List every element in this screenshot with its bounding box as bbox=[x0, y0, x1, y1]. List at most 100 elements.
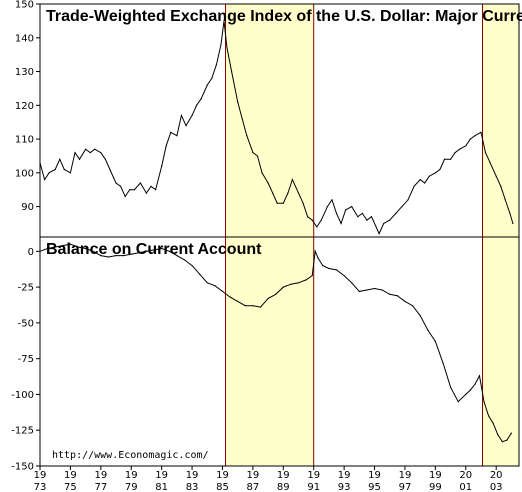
x-tick-label: 20 01 bbox=[459, 470, 472, 492]
dollar-index-line-point bbox=[237, 101, 239, 103]
dollar-index-line-point bbox=[495, 175, 497, 177]
current-account-line-point bbox=[483, 401, 485, 403]
x-tick-label-part: 19 bbox=[277, 470, 290, 481]
dollar-index-line-point bbox=[120, 185, 122, 187]
top-y-tick-label: 110 bbox=[15, 135, 34, 146]
dollar-index-line-point bbox=[407, 199, 409, 201]
current-account-line-point bbox=[314, 250, 316, 252]
dollar-index-line-point bbox=[176, 135, 178, 137]
dollar-index-line-point bbox=[78, 158, 81, 160]
current-account-line-point bbox=[267, 297, 269, 300]
dollar-index-line-point bbox=[267, 182, 269, 184]
dollar-index-line-point bbox=[366, 219, 368, 221]
current-account-line-point bbox=[322, 265, 324, 267]
current-account-line-point bbox=[229, 296, 231, 298]
dollar-index-line-point bbox=[484, 152, 487, 154]
dollar-index-line-point bbox=[504, 199, 506, 201]
current-account-line-point bbox=[176, 255, 178, 257]
dollar-index-line-point bbox=[378, 233, 380, 235]
x-tick-label: 19 87 bbox=[247, 470, 260, 492]
outer-frame bbox=[39, 3, 520, 467]
dollar-index-line-point bbox=[489, 162, 491, 164]
dollar-index-line-point bbox=[191, 114, 193, 116]
x-tick-label-part: 19 bbox=[338, 470, 351, 481]
dollar-index-line-point bbox=[115, 182, 117, 184]
dollar-index-line-point bbox=[200, 98, 202, 100]
dollar-index-line-point bbox=[509, 212, 511, 214]
current-account-line-point bbox=[100, 255, 102, 257]
current-account-line-point bbox=[252, 305, 254, 307]
dollar-index-line-point bbox=[383, 222, 385, 225]
dollar-index-line-point bbox=[272, 192, 274, 194]
current-account-line-point bbox=[492, 422, 494, 424]
x-tick-label-part: 19 bbox=[186, 470, 199, 481]
bottom-y-tick-label: -150 bbox=[11, 462, 34, 473]
current-account-line-point bbox=[237, 300, 239, 302]
current-account-line-point bbox=[305, 279, 307, 281]
x-tick-label: 19 77 bbox=[94, 470, 107, 492]
dollar-index-line-point bbox=[155, 189, 157, 191]
x-tick-label-part: 19 bbox=[368, 470, 381, 481]
top-y-tick-label: 100 bbox=[15, 168, 34, 179]
x-tick-label-part: 95 bbox=[368, 482, 381, 492]
x-tick-label-part: 83 bbox=[186, 482, 199, 492]
x-tick-label-part: 79 bbox=[125, 482, 138, 492]
x-tick-label-part: 19 bbox=[34, 470, 47, 481]
x-tick-label-part: 73 bbox=[34, 482, 47, 492]
source-link[interactable]: http://www.Economagic.com/ bbox=[52, 450, 209, 461]
current-account-line-point bbox=[478, 375, 481, 377]
dollar-index-line-point bbox=[69, 172, 71, 174]
dollar-index-line-point bbox=[512, 222, 514, 225]
dollar-index-line-point bbox=[165, 145, 167, 147]
marker-lines bbox=[225, 4, 484, 466]
dollar-index-line-point bbox=[59, 158, 61, 160]
bottom-y-tick-label: -125 bbox=[11, 426, 34, 437]
x-tick-label: 19 79 bbox=[125, 470, 138, 492]
current-account-line-point bbox=[328, 267, 330, 270]
current-account-line-point bbox=[465, 393, 467, 395]
current-account-line-point bbox=[62, 245, 64, 247]
current-account-line-point bbox=[404, 300, 406, 302]
bottom-y-tick-label: -25 bbox=[18, 283, 34, 294]
x-tick-label-part: 89 bbox=[277, 482, 290, 492]
dollar-index-line-point bbox=[139, 182, 141, 184]
dollar-index-line-point bbox=[375, 226, 377, 228]
current-account-line-point bbox=[501, 441, 503, 443]
current-account-line-point bbox=[427, 329, 429, 331]
x-tick-label-part: 19 bbox=[307, 470, 320, 481]
current-account-line-point bbox=[153, 249, 155, 251]
dollar-index-line-point bbox=[196, 104, 198, 106]
bottom-y-tick-label: -75 bbox=[18, 354, 34, 365]
current-account-line-point bbox=[381, 289, 383, 291]
x-tick-label: 19 89 bbox=[277, 470, 290, 492]
current-account-line-point bbox=[297, 282, 300, 284]
current-account-line-point bbox=[497, 433, 499, 436]
dollar-index-line-point bbox=[261, 172, 263, 174]
current-account-line-point bbox=[107, 256, 109, 258]
shaded-period-0 bbox=[225, 4, 314, 466]
dollar-index-line-point bbox=[170, 131, 172, 133]
current-account-line-point bbox=[506, 439, 508, 441]
x-tick-label-part: 19 bbox=[155, 470, 168, 481]
dollar-index-line-point bbox=[428, 175, 430, 177]
x-tick-label-part: 19 bbox=[64, 470, 77, 481]
dollar-index-line-point bbox=[44, 179, 46, 181]
dollar-index-line-point bbox=[320, 219, 322, 221]
x-tick-label: 19 93 bbox=[338, 470, 351, 492]
current-account-line-point bbox=[206, 282, 208, 284]
x-tick-label-part: 20 bbox=[490, 470, 503, 481]
current-account-line-point bbox=[351, 282, 353, 284]
dollar-index-line-point bbox=[443, 158, 446, 160]
series-lines bbox=[39, 20, 514, 443]
dollar-index-line-point bbox=[256, 155, 259, 157]
current-account-line-point bbox=[396, 295, 398, 297]
dollar-index-line-point bbox=[226, 47, 228, 49]
current-account-line-point bbox=[183, 259, 186, 261]
dollar-index-line-point bbox=[297, 192, 300, 194]
bottom-y-tick-label: -50 bbox=[18, 318, 34, 329]
dollar-index-line-point bbox=[395, 212, 397, 214]
dollar-index-line-point bbox=[54, 168, 56, 171]
current-account-line-point bbox=[419, 315, 421, 317]
dollar-index-line-point bbox=[439, 168, 441, 171]
